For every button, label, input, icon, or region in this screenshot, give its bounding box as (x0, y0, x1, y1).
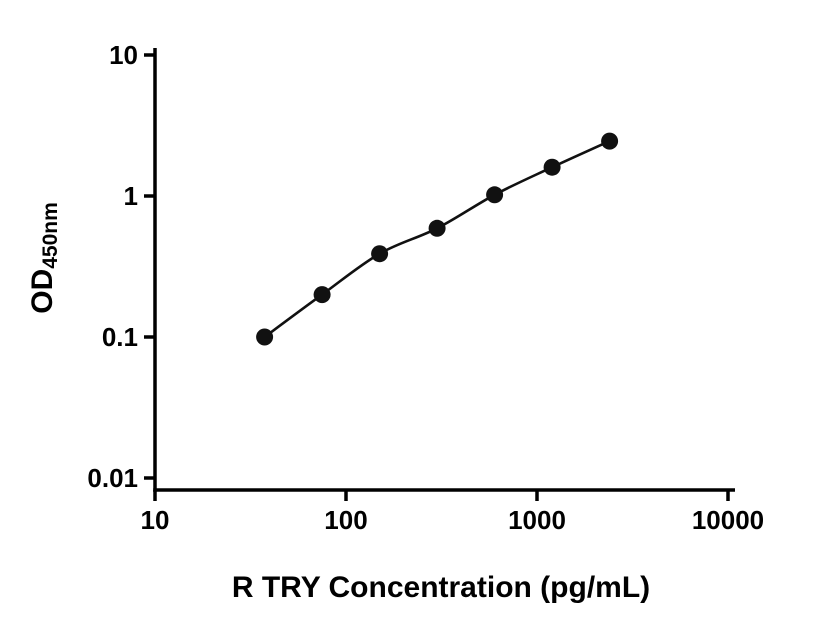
y-axis-title: OD450nm (26, 202, 62, 314)
x-tick-label: 1000 (508, 505, 566, 535)
data-point (601, 132, 619, 150)
data-series (256, 132, 619, 346)
data-point (543, 158, 561, 176)
data-point (371, 245, 389, 263)
axes (153, 48, 735, 492)
y-tick-label: 0.1 (102, 322, 138, 352)
y-tick-label: 10 (109, 40, 138, 70)
data-point (486, 186, 504, 204)
y-tick-label: 0.01 (87, 463, 138, 493)
y-axis-title-main: OD (26, 269, 59, 314)
y-axis-title-subscript: 450nm (39, 202, 62, 269)
tick-labels: 0.01 0.1 1 10 10 100 1000 10000 (87, 40, 764, 535)
data-point (428, 219, 446, 237)
y-tick-label: 1 (124, 181, 138, 211)
x-tick-label: 10000 (692, 505, 764, 535)
x-axis-title: R TRY Concentration (pg/mL) (232, 571, 650, 604)
data-point (256, 328, 274, 346)
data-point (313, 286, 331, 304)
x-tick-label: 100 (324, 505, 367, 535)
tick-marks (144, 53, 730, 501)
x-tick-label: 10 (141, 505, 170, 535)
